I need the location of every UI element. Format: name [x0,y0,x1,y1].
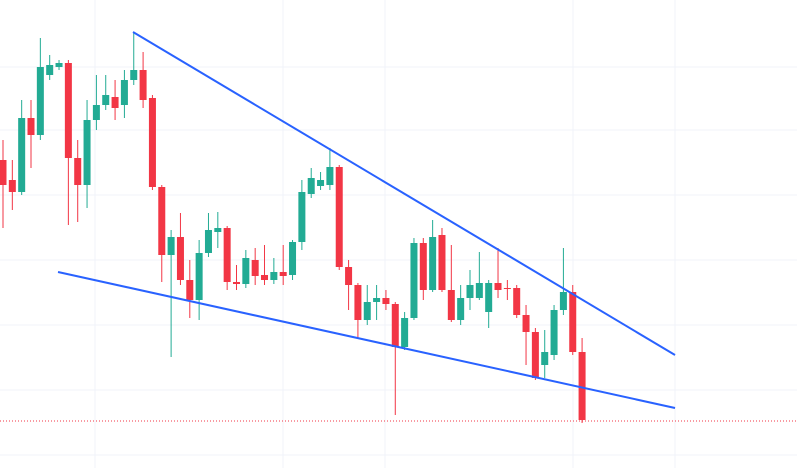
candle-body [242,258,250,284]
candle-body [120,80,128,105]
candle-body [541,352,549,365]
candle-body [354,285,362,320]
candle-body [64,63,72,158]
candle-body [466,285,474,298]
candle-body [92,105,100,120]
candle-body [410,243,418,318]
candle-body [130,70,138,80]
candle-body [429,237,437,290]
candle-body [335,167,343,267]
candle-body [363,302,371,320]
candle-body [167,237,175,255]
candle-body [447,290,455,320]
candle-body [419,243,427,290]
candle-body [391,304,399,347]
candle-body [559,292,567,310]
trendline [132,31,676,356]
candle-body [307,178,315,194]
candle-body [494,283,502,290]
candle-body [83,120,91,185]
candle-body [317,180,325,186]
candle-body [102,95,110,105]
candle-body [326,167,334,185]
candle-body [298,192,306,242]
candle-body [46,65,54,75]
candle-body [214,228,222,232]
candle-body [195,253,203,300]
candle-body [401,318,409,347]
candle-body [485,283,493,312]
candle-body [27,118,35,135]
candle-body [111,97,119,108]
candle-body [578,352,586,420]
candle-body [531,332,539,378]
candle-body [186,280,194,300]
candle-body [158,187,166,255]
candle-body [8,180,16,192]
candle-body [382,298,390,304]
candle-body [148,98,156,187]
candle-body [232,282,240,284]
candle-body [261,275,269,280]
candle-body [139,70,147,100]
candle-body [475,283,483,298]
candle-body [204,230,212,253]
trendline [57,271,676,409]
candle-body [289,242,297,275]
candle-body [55,63,63,67]
candle-body [569,292,577,352]
candle-body [550,310,558,355]
candle-body [279,272,287,276]
candle-body [74,158,82,185]
candle-body [18,118,26,192]
candle-body [36,67,44,135]
candle-body [373,298,381,302]
candle-body [223,228,231,282]
candle-body [522,315,530,332]
candle-body [251,260,259,276]
candle-body [438,235,446,290]
candle-body [513,288,521,315]
candle-body [457,298,465,320]
candle-body [176,237,184,280]
candle-body [503,288,511,289]
candle-body [345,267,353,285]
candle-body [270,272,278,280]
candle-body [0,160,7,185]
